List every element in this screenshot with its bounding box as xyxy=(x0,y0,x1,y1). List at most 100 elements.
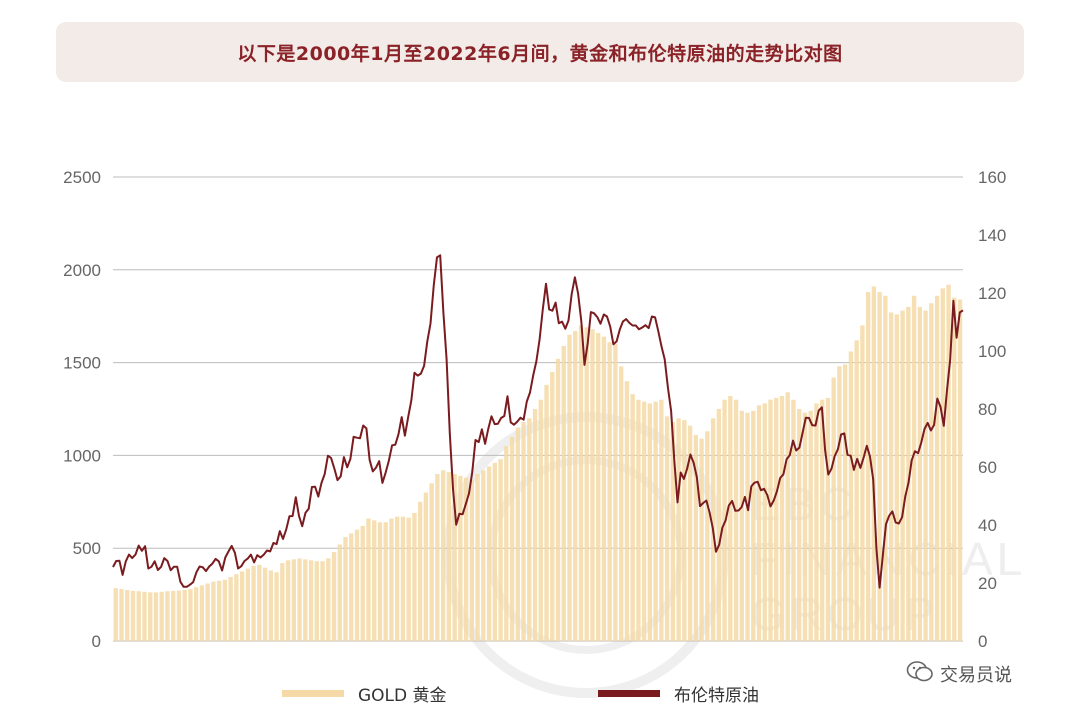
gold-bar xyxy=(934,295,940,641)
gold-bar xyxy=(619,366,624,641)
gold-bar xyxy=(739,410,744,641)
chart-title: 以下是2000年1月至2022年6月间，黄金和布伦特原油的走势比对图 xyxy=(237,42,843,65)
gold-bar xyxy=(417,501,423,641)
gold-bar xyxy=(314,561,319,641)
gold-bar xyxy=(297,558,302,641)
gold-bar xyxy=(458,475,463,641)
gold-bar xyxy=(705,431,710,641)
gold-bar xyxy=(262,567,268,641)
gold-bar xyxy=(785,392,790,641)
gold-bar xyxy=(888,312,894,641)
gold-bar xyxy=(481,470,486,641)
gold-bar xyxy=(538,399,543,641)
gold-bar xyxy=(395,516,400,641)
left-axis-tick-label: 2000 xyxy=(63,261,101,280)
gold-bar xyxy=(429,483,434,641)
gold-bar xyxy=(216,580,222,641)
legend-gold: GOLD 黄金 xyxy=(282,681,447,706)
legend-gold-swatch xyxy=(282,690,344,697)
gold-bar xyxy=(142,591,147,641)
legend-oil: 布伦特原油 xyxy=(598,681,759,706)
left-axis-tick-label: 500 xyxy=(73,539,101,558)
right-axis-tick-label: 0 xyxy=(978,632,987,651)
gold-bar xyxy=(320,561,325,641)
gold-bar xyxy=(716,409,721,641)
gold-bar xyxy=(590,329,595,641)
gold-bar xyxy=(745,412,750,641)
left-axis-tick-label: 1000 xyxy=(63,446,101,465)
gold-bar xyxy=(550,371,555,641)
gold-bar xyxy=(521,421,526,641)
gold-bar xyxy=(194,587,199,641)
gold-bar xyxy=(561,345,566,641)
gold-bar xyxy=(693,434,699,641)
gold-bar xyxy=(573,331,578,641)
gold-bars xyxy=(113,284,963,641)
gold-bar xyxy=(883,295,888,641)
gold-bar xyxy=(779,396,785,641)
gold-bar xyxy=(636,399,641,641)
gold-bar xyxy=(153,592,159,641)
gold-bar xyxy=(159,591,164,641)
gold-bar xyxy=(125,589,130,641)
gold-bar xyxy=(923,310,928,641)
gold-bar xyxy=(504,446,509,641)
gold-bar xyxy=(825,397,831,641)
gold-bar xyxy=(894,314,900,641)
gold-bar xyxy=(624,381,630,641)
gold-bar xyxy=(257,564,262,641)
gold-bar xyxy=(337,544,342,641)
gold-bar xyxy=(188,589,193,641)
gold-bar xyxy=(871,286,877,641)
gold-bar xyxy=(182,589,187,641)
gold-bar xyxy=(148,592,153,641)
gold-bar xyxy=(848,351,854,641)
gold-bar xyxy=(929,303,934,641)
gold-bar xyxy=(515,427,520,641)
gold-bar xyxy=(113,588,118,641)
gold-bar xyxy=(171,590,176,641)
gold-bar xyxy=(544,384,549,641)
gold-bar xyxy=(906,306,911,641)
gold-bar xyxy=(820,399,825,641)
gold-bar xyxy=(285,560,291,641)
gold-bar xyxy=(647,403,653,641)
left-axis: 2500 2000 1500 1000 500 0 xyxy=(63,168,101,651)
gold-bar xyxy=(917,306,922,641)
gold-bar xyxy=(653,401,658,641)
gold-bar xyxy=(756,405,762,641)
gold-bar xyxy=(641,401,647,641)
gold-bar xyxy=(699,438,704,641)
gold-bar xyxy=(940,288,945,641)
gold-bar xyxy=(751,410,756,641)
gold-bar xyxy=(366,518,371,641)
gold-bar xyxy=(291,559,296,641)
gold-bar xyxy=(676,418,681,641)
gold-bar xyxy=(578,325,584,641)
right-axis-tick-label: 60 xyxy=(978,458,997,477)
gold-bar xyxy=(165,591,170,641)
gold-bar xyxy=(601,336,607,641)
gold-bar xyxy=(440,470,446,641)
gold-bar xyxy=(354,529,360,641)
gold-bar xyxy=(670,421,676,641)
gold-bar xyxy=(900,310,905,641)
gold-bar xyxy=(211,581,216,641)
gold-bar xyxy=(176,590,182,641)
gold-bar xyxy=(613,344,618,641)
gold-bar xyxy=(475,473,480,641)
right-axis: 160 140 120 100 80 60 40 20 0 xyxy=(978,168,1006,651)
wechat-icon xyxy=(906,661,933,682)
gold-bar xyxy=(762,403,767,641)
legend-oil-label: 布伦特原油 xyxy=(674,686,759,706)
gold-bar xyxy=(326,558,331,641)
gold-bar xyxy=(463,477,469,641)
gold-bar xyxy=(659,399,664,641)
gold-bar xyxy=(664,416,670,641)
oil-price-line xyxy=(112,254,964,589)
right-axis-tick-label: 20 xyxy=(978,574,997,593)
gold-bar xyxy=(802,412,808,641)
gold-bar xyxy=(831,377,836,641)
gold-bar xyxy=(728,396,733,641)
